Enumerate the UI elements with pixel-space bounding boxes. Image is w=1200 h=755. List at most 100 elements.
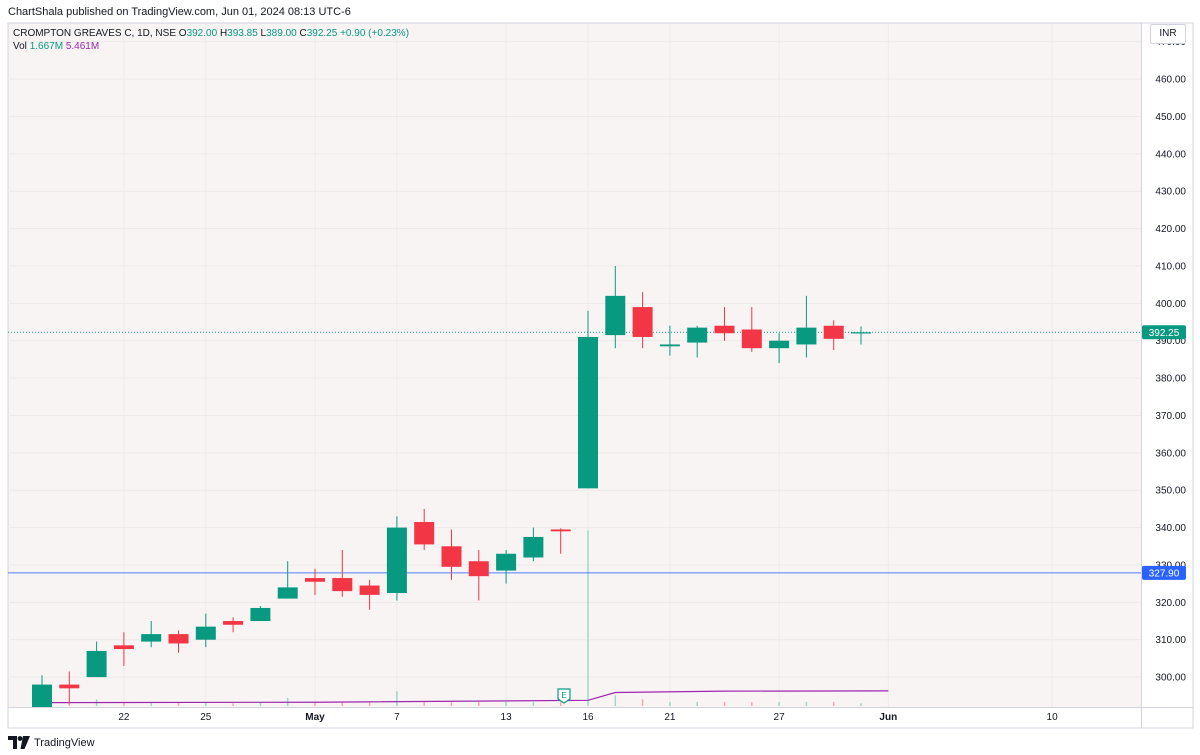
volume-value: 1.667M	[29, 41, 64, 52]
candle	[687, 325, 708, 358]
y-tick-label: 420.00	[1155, 224, 1186, 235]
candle-body	[359, 585, 380, 595]
candle	[414, 508, 435, 551]
y-tick-label: 310.00	[1155, 635, 1186, 646]
y-tick-label: 450.00	[1155, 112, 1186, 123]
earnings-marker-shape	[557, 688, 571, 704]
candle-body	[332, 578, 353, 592]
candle-body	[741, 329, 762, 349]
publish-info: ChartShala published on TradingView.com,…	[8, 6, 351, 18]
y-tick-label: 390.00	[1155, 336, 1186, 347]
candle	[195, 613, 216, 648]
candle-body	[32, 684, 52, 707]
candle	[386, 516, 407, 601]
x-tick-label: Jun	[879, 712, 897, 723]
volume-line: Vol 1.667M 5.461M	[13, 40, 409, 53]
candle	[250, 606, 271, 622]
candle	[113, 632, 134, 666]
candle	[851, 326, 871, 345]
candle	[277, 561, 298, 599]
horizontal-line-tag	[1142, 565, 1186, 580]
candle-body	[659, 344, 680, 347]
candle-body	[168, 634, 189, 644]
candle-body	[550, 529, 571, 532]
x-tick-label: 25	[200, 712, 212, 723]
candle	[468, 550, 489, 601]
y-tick-label: 430.00	[1155, 187, 1186, 198]
earnings-marker: E	[557, 688, 571, 704]
candle-body	[113, 645, 134, 650]
candle-body	[523, 536, 544, 558]
tradingview-logo-icon	[8, 736, 30, 749]
high-label: H	[219, 28, 228, 39]
candle	[223, 617, 244, 633]
symbol-name[interactable]: CROMPTON GREAVES C, 1D, NSE	[13, 28, 176, 39]
plot-background	[8, 23, 1141, 707]
x-tick-label: 22	[118, 712, 130, 723]
open-label: O	[178, 28, 187, 39]
x-tick-label: 16	[582, 712, 594, 723]
last-price-label: 392.25	[1149, 328, 1180, 339]
earnings-marker-label: E	[561, 691, 566, 700]
x-tick-label: 13	[501, 712, 513, 723]
y-tick-label: 360.00	[1155, 448, 1186, 459]
tradingview-footer: TradingView	[8, 736, 95, 749]
candle	[59, 671, 80, 704]
candle	[659, 325, 680, 356]
candle	[441, 529, 462, 580]
candle	[796, 295, 817, 358]
candle-body	[141, 634, 162, 642]
candle	[769, 333, 790, 364]
candle-body	[277, 587, 298, 599]
y-tick-label: 320.00	[1155, 598, 1186, 609]
y-tick-label: 300.00	[1155, 673, 1186, 684]
candle	[632, 292, 653, 349]
candle-body	[59, 684, 80, 689]
tradingview-brand: TradingView	[34, 736, 95, 749]
x-tick-label: 10	[1047, 712, 1059, 723]
candle	[305, 568, 325, 595]
close-label: C	[299, 28, 307, 39]
candle-body	[605, 295, 626, 336]
y-tick-label: 350.00	[1155, 486, 1186, 497]
symbol-legend: CROMPTON GREAVES C, 1D, NSE O392.00 H393…	[13, 27, 409, 53]
candle-body	[823, 325, 844, 339]
y-tick-label: 400.00	[1155, 299, 1186, 310]
volume-ma-value: 5.461M	[65, 41, 100, 52]
candle-body	[223, 621, 244, 625]
y-tick-label: 460.00	[1155, 75, 1186, 86]
candle-body	[441, 546, 462, 567]
candle-body	[195, 626, 216, 640]
candle	[496, 550, 517, 584]
close-value: 392.25	[306, 28, 338, 39]
candle	[550, 528, 571, 554]
candle-body	[86, 650, 107, 678]
candle	[605, 265, 626, 349]
candle	[359, 579, 380, 610]
candle-body	[714, 325, 735, 334]
x-tick-label: May	[305, 712, 325, 723]
candle	[168, 630, 189, 653]
horizontal-line-label: 327.90	[1149, 568, 1180, 579]
candle-body	[305, 578, 325, 582]
candle	[32, 675, 52, 707]
candle-body	[632, 307, 653, 337]
x-tick-label: 7	[394, 712, 400, 723]
candle	[141, 621, 162, 648]
x-tick-label: 27	[774, 712, 786, 723]
candle	[823, 320, 844, 351]
change-value: +0.90 (+0.23%)	[340, 28, 410, 39]
currency-button[interactable]: INR	[1150, 24, 1186, 44]
chart-border	[7, 22, 1194, 729]
high-value: 393.85	[227, 28, 258, 39]
volume-label[interactable]: Vol	[13, 41, 27, 52]
candle	[741, 307, 762, 352]
candle-body	[250, 607, 271, 622]
candle-body	[578, 336, 598, 489]
y-tick-label: 410.00	[1155, 261, 1186, 272]
candle-body	[468, 561, 489, 577]
candle-body	[769, 340, 790, 349]
candle	[86, 641, 107, 678]
